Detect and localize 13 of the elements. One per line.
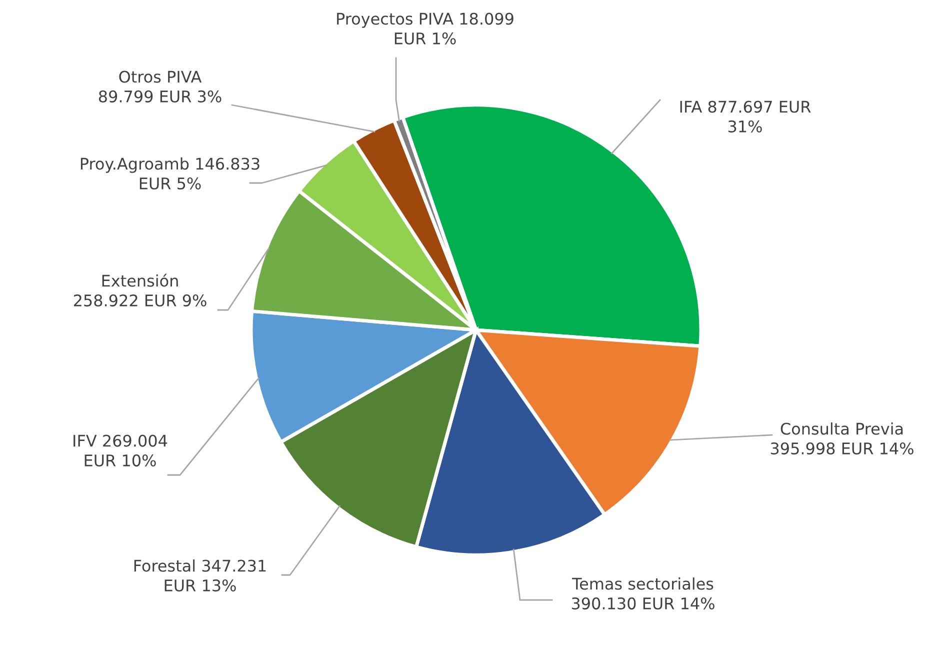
slice-label: Extensión bbox=[102, 274, 178, 287]
slice-label: IFA 877.697 EUR 31% bbox=[680, 100, 811, 132]
slice-label: Otros PIVA bbox=[119, 70, 202, 83]
slice-label: Consulta Previa bbox=[780, 422, 903, 435]
data-label: 390.130 EUR 14% bbox=[572, 597, 714, 610]
data-label: 258.922 EUR 9% bbox=[74, 294, 206, 306]
slice-label: IFV 269.004 EUR 10% bbox=[74, 434, 168, 466]
slice-label: Proyectos PIVA 18.099 EUR 1% bbox=[337, 12, 514, 44]
slice-label: Forestal 347.231 EUR 13% bbox=[134, 559, 266, 592]
data-label: 89.799 EUR 3% bbox=[98, 90, 222, 102]
slice-label: Proy.Agroamb 146.833 EUR 5% bbox=[80, 157, 260, 190]
data-label: 395.998 EUR 14% bbox=[770, 442, 914, 454]
slice-label: Temas sectoriales bbox=[572, 577, 714, 590]
